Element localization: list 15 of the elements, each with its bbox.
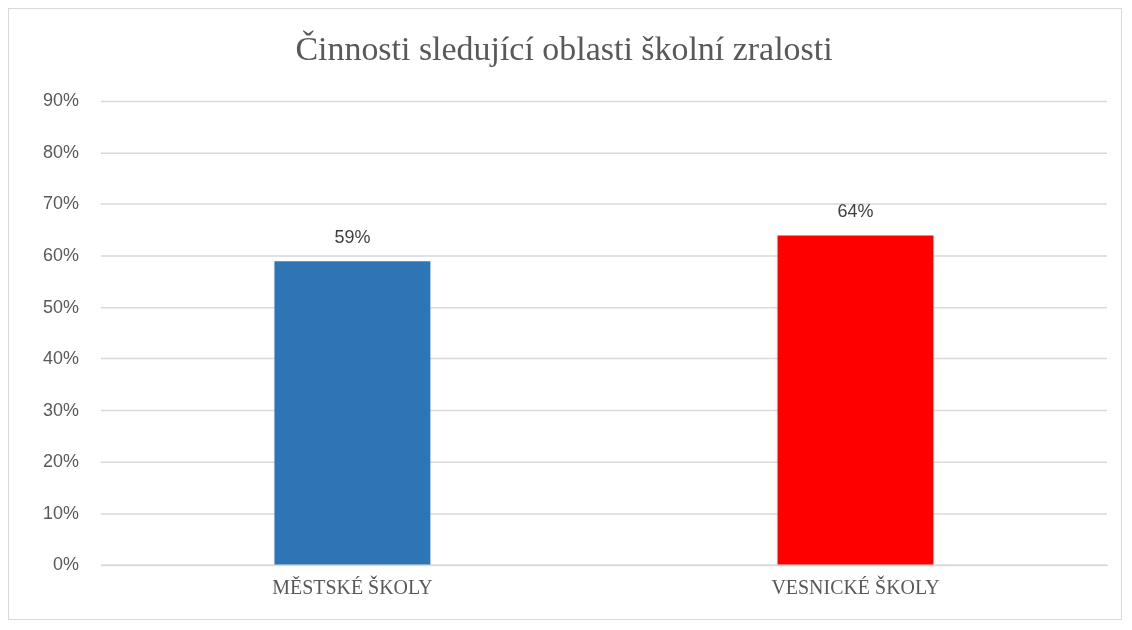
y-tick-label: 90% bbox=[42, 90, 79, 111]
y-tick-label: 50% bbox=[42, 296, 79, 317]
x-tick-label: MĚSTSKÉ ŠKOLY bbox=[272, 575, 433, 599]
data-label: 64% bbox=[837, 201, 874, 222]
y-tick-label: 0% bbox=[52, 554, 79, 575]
chart-title: Činnosti sledující oblasti školní zralosti bbox=[295, 30, 833, 68]
y-tick-label: 20% bbox=[42, 451, 79, 472]
x-tick-label: VESNICKÉ ŠKOLY bbox=[771, 575, 940, 599]
y-tick-label: 80% bbox=[42, 141, 79, 162]
y-tick-label: 30% bbox=[42, 399, 79, 420]
y-tick-label: 60% bbox=[42, 245, 79, 266]
y-tick-label: 10% bbox=[42, 502, 79, 523]
y-tick-label: 70% bbox=[42, 193, 79, 214]
data-label: 59% bbox=[334, 227, 371, 248]
y-tick-label: 40% bbox=[42, 348, 79, 369]
